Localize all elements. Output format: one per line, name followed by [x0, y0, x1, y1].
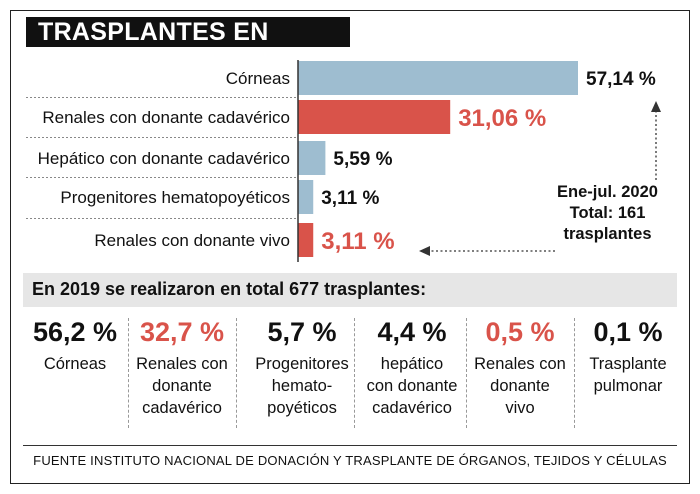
stat-label-line: donante	[490, 377, 550, 395]
stat-label: Renales con donante vivo	[465, 353, 575, 419]
stat-label: hepático con donante cadavérico	[357, 353, 467, 419]
stat-label-line: hemato-	[271, 377, 333, 395]
stat-percentage: 5,7 %	[267, 317, 337, 347]
stat-percentage: 0,5 %	[485, 317, 555, 347]
bar	[298, 223, 314, 257]
stat-label-line: vivo	[505, 399, 535, 417]
source-divider	[23, 445, 677, 446]
summary-stat: 5,7 % Progenitores hemato-poyéticos	[247, 316, 357, 419]
stat-label-line: Córneas	[43, 355, 107, 373]
bar	[298, 100, 451, 134]
stat-label-line: hepático	[380, 355, 444, 373]
stat-label-line: Trasplante	[589, 355, 667, 373]
stat-label: Trasplante pulmonar	[573, 353, 683, 397]
value-label: 57,14 %	[586, 69, 656, 90]
category-label: Hepático con donante cadavérico	[38, 149, 290, 168]
category-label: Córneas	[226, 69, 290, 88]
value-label: 31,06 %	[458, 105, 546, 132]
summary-stat: 0,1 % Trasplante pulmonar	[573, 316, 683, 397]
summary-stat: 56,2 % Córneas	[20, 316, 130, 375]
stat-label-line: con donante	[366, 377, 458, 395]
arrow-head-icon	[651, 101, 661, 112]
stat-label-line: cadavérico	[372, 399, 452, 417]
stat-divider	[354, 318, 355, 428]
stat-label-line: donante	[152, 377, 212, 395]
note-line: Ene-jul. 2020	[557, 183, 658, 201]
stat-label-line: Renales con	[474, 355, 566, 373]
stat-label: Progenitores hemato-poyéticos	[247, 353, 357, 419]
period-note: Ene-jul. 2020 Total: 161 trasplantes	[545, 182, 670, 245]
stat-label-line: Progenitores	[255, 355, 349, 373]
stat-percentage: 32,7 %	[139, 317, 225, 347]
stat-percentage: 56,2 %	[32, 317, 118, 347]
category-label: Renales con donante vivo	[94, 231, 290, 250]
stat-divider	[236, 318, 237, 428]
source-text: FUENTE INSTITUTO NACIONAL DE DONACIÓN Y …	[33, 453, 667, 468]
bar	[298, 61, 578, 95]
summary-stat: 0,5 % Renales con donante vivo	[465, 316, 575, 419]
stat-label-line: cadavérico	[142, 399, 222, 417]
stat-label: Córneas	[20, 353, 130, 375]
value-label: 3,11 %	[321, 228, 394, 255]
summary-stat: 32,7 % Renales con donante cadavérico	[127, 316, 237, 419]
summary-stat: 4,4 % hepático con donante cadavérico	[357, 316, 467, 419]
stat-divider	[466, 318, 467, 428]
note-line: trasplantes	[563, 225, 652, 243]
bar	[298, 141, 326, 175]
note-line: Total: 161	[569, 204, 646, 222]
stat-label-line: poyéticos	[267, 399, 337, 417]
stat-percentage: 0,1 %	[593, 317, 663, 347]
bar-chart: Córneas 57,14 % Renales con donante cadavé…	[26, 60, 661, 262]
summary-band	[23, 273, 677, 307]
stat-divider	[574, 318, 575, 428]
summary-title: En 2019 se realizaron en total 677 trasp…	[32, 279, 427, 299]
bar	[298, 180, 314, 214]
infographic-title: TRASPLANTES EN ECUADOR	[26, 17, 350, 76]
value-label: 3,11 %	[321, 188, 379, 209]
category-label: Renales con donante cadavérico	[42, 108, 290, 127]
arrow-head-icon	[419, 246, 430, 256]
value-label: 5,59 %	[333, 149, 392, 170]
stat-label-line: Renales con	[136, 355, 228, 373]
stat-divider	[128, 318, 129, 428]
stat-percentage: 4,4 %	[377, 317, 447, 347]
stat-label: Renales con donante cadavérico	[127, 353, 237, 419]
stat-label-line: pulmonar	[593, 377, 663, 395]
category-label: Progenitores hematopoyéticos	[60, 188, 290, 207]
